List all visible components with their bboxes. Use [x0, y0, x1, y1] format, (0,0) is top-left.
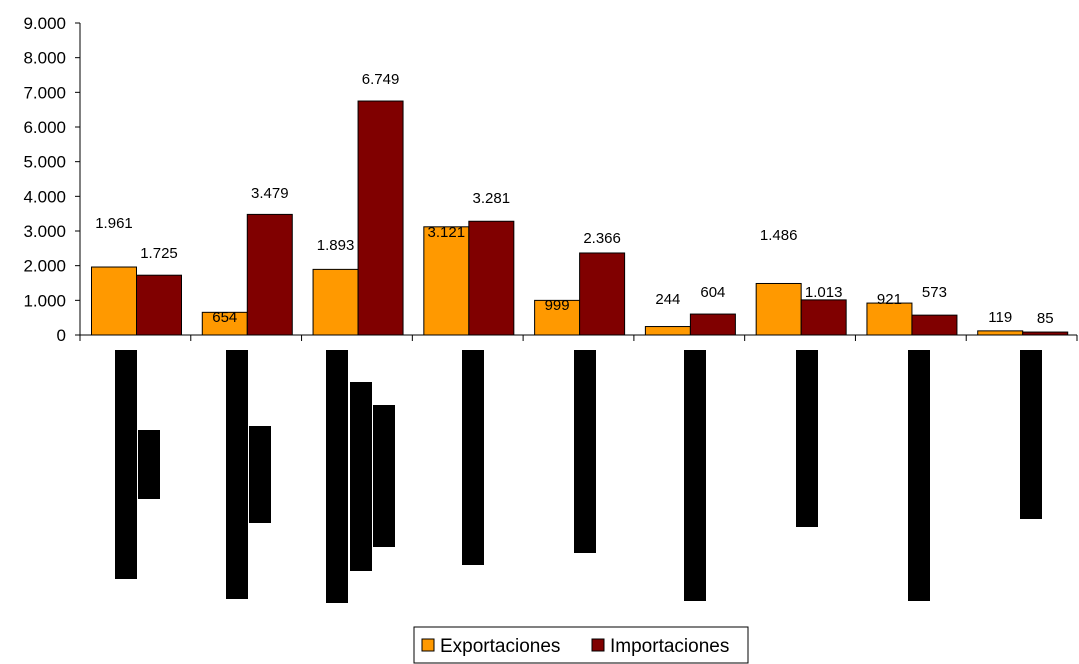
y-tick-label: 9.000 [23, 14, 66, 33]
data-label-importaciones: 573 [922, 284, 947, 301]
data-label-importaciones: 85 [1037, 310, 1054, 327]
bars [91, 100, 1069, 336]
redacted-category-label [326, 350, 348, 603]
redacted-category-labels [115, 350, 1042, 603]
legend-label-exportaciones: Exportaciones [440, 636, 560, 657]
y-tick-label: 5.000 [23, 153, 66, 172]
redacted-category-label [226, 350, 248, 599]
legend-swatch-exportaciones [421, 638, 435, 652]
data-label-importaciones: 604 [700, 284, 725, 301]
redacted-category-label [574, 350, 596, 553]
data-label-exportaciones: 654 [212, 309, 237, 326]
data-label-exportaciones: 1.893 [317, 237, 355, 254]
y-tick-label: 8.000 [23, 49, 66, 68]
bar-exportaciones [644, 326, 691, 336]
bar-exportaciones [423, 226, 470, 336]
y-tick-label: 0 [57, 326, 66, 345]
redacted-category-label [462, 350, 484, 565]
redacted-category-label [1020, 350, 1042, 519]
data-label-importaciones: 6.749 [362, 71, 400, 88]
bar-importaciones [689, 313, 736, 336]
redacted-category-label [796, 350, 818, 527]
bar-importaciones [911, 314, 958, 336]
redacted-category-label [249, 426, 271, 523]
redacted-category-label [115, 350, 137, 579]
data-label-exportaciones: 119 [988, 309, 1012, 326]
bar-exportaciones [866, 302, 913, 336]
data-label-importaciones: 1.013 [805, 284, 843, 301]
legend: Exportaciones Importaciones [413, 626, 749, 664]
bar-exportaciones [91, 266, 137, 336]
redacted-category-label [138, 430, 160, 499]
y-tick-label: 6.000 [23, 118, 66, 137]
bar-exportaciones [755, 282, 802, 336]
data-label-exportaciones: 244 [655, 291, 680, 308]
bar-importaciones [136, 274, 182, 336]
data-label-importaciones: 3.281 [473, 190, 511, 207]
data-label-exportaciones: 1.961 [95, 215, 133, 232]
data-labels: 1.961 1.725 654 3.479 1.893 6.749 3.121 3.281 99… [95, 71, 1053, 327]
legend-box [413, 626, 749, 664]
bar-exportaciones [312, 268, 359, 336]
y-tick-label: 4.000 [23, 187, 66, 206]
data-label-importaciones: 3.479 [251, 185, 289, 202]
y-tick-label: 3.000 [23, 222, 66, 241]
redacted-category-label [908, 350, 930, 601]
bar-importaciones [1022, 331, 1069, 336]
bar-importaciones [357, 100, 404, 336]
data-label-exportaciones: 1.486 [760, 227, 798, 244]
redacted-category-label [350, 382, 372, 571]
y-tick-label: 7.000 [23, 83, 66, 102]
data-label-importaciones: 2.366 [583, 230, 621, 247]
data-label-exportaciones: 921 [877, 291, 902, 308]
redacted-category-label [684, 350, 706, 601]
bar-importaciones [579, 252, 626, 336]
legend-swatch-importaciones [591, 638, 605, 652]
y-axis-ticks: 0 1.000 2.000 3.000 4.000 5.000 6.000 7.000 8.00… [23, 14, 80, 345]
data-label-exportaciones: 3.121 [428, 224, 466, 241]
y-tick-label: 1.000 [23, 291, 66, 310]
bar-exportaciones [977, 330, 1024, 336]
bar-importaciones [246, 213, 293, 336]
bar-importaciones [800, 299, 847, 336]
legend-label-importaciones: Importaciones [610, 636, 729, 657]
bar-exportaciones [534, 299, 581, 336]
data-label-importaciones: 1.725 [140, 245, 178, 262]
redacted-category-label [373, 405, 395, 547]
data-label-exportaciones: 999 [545, 297, 570, 314]
bar-importaciones [468, 220, 515, 336]
y-tick-label: 2.000 [23, 257, 66, 276]
